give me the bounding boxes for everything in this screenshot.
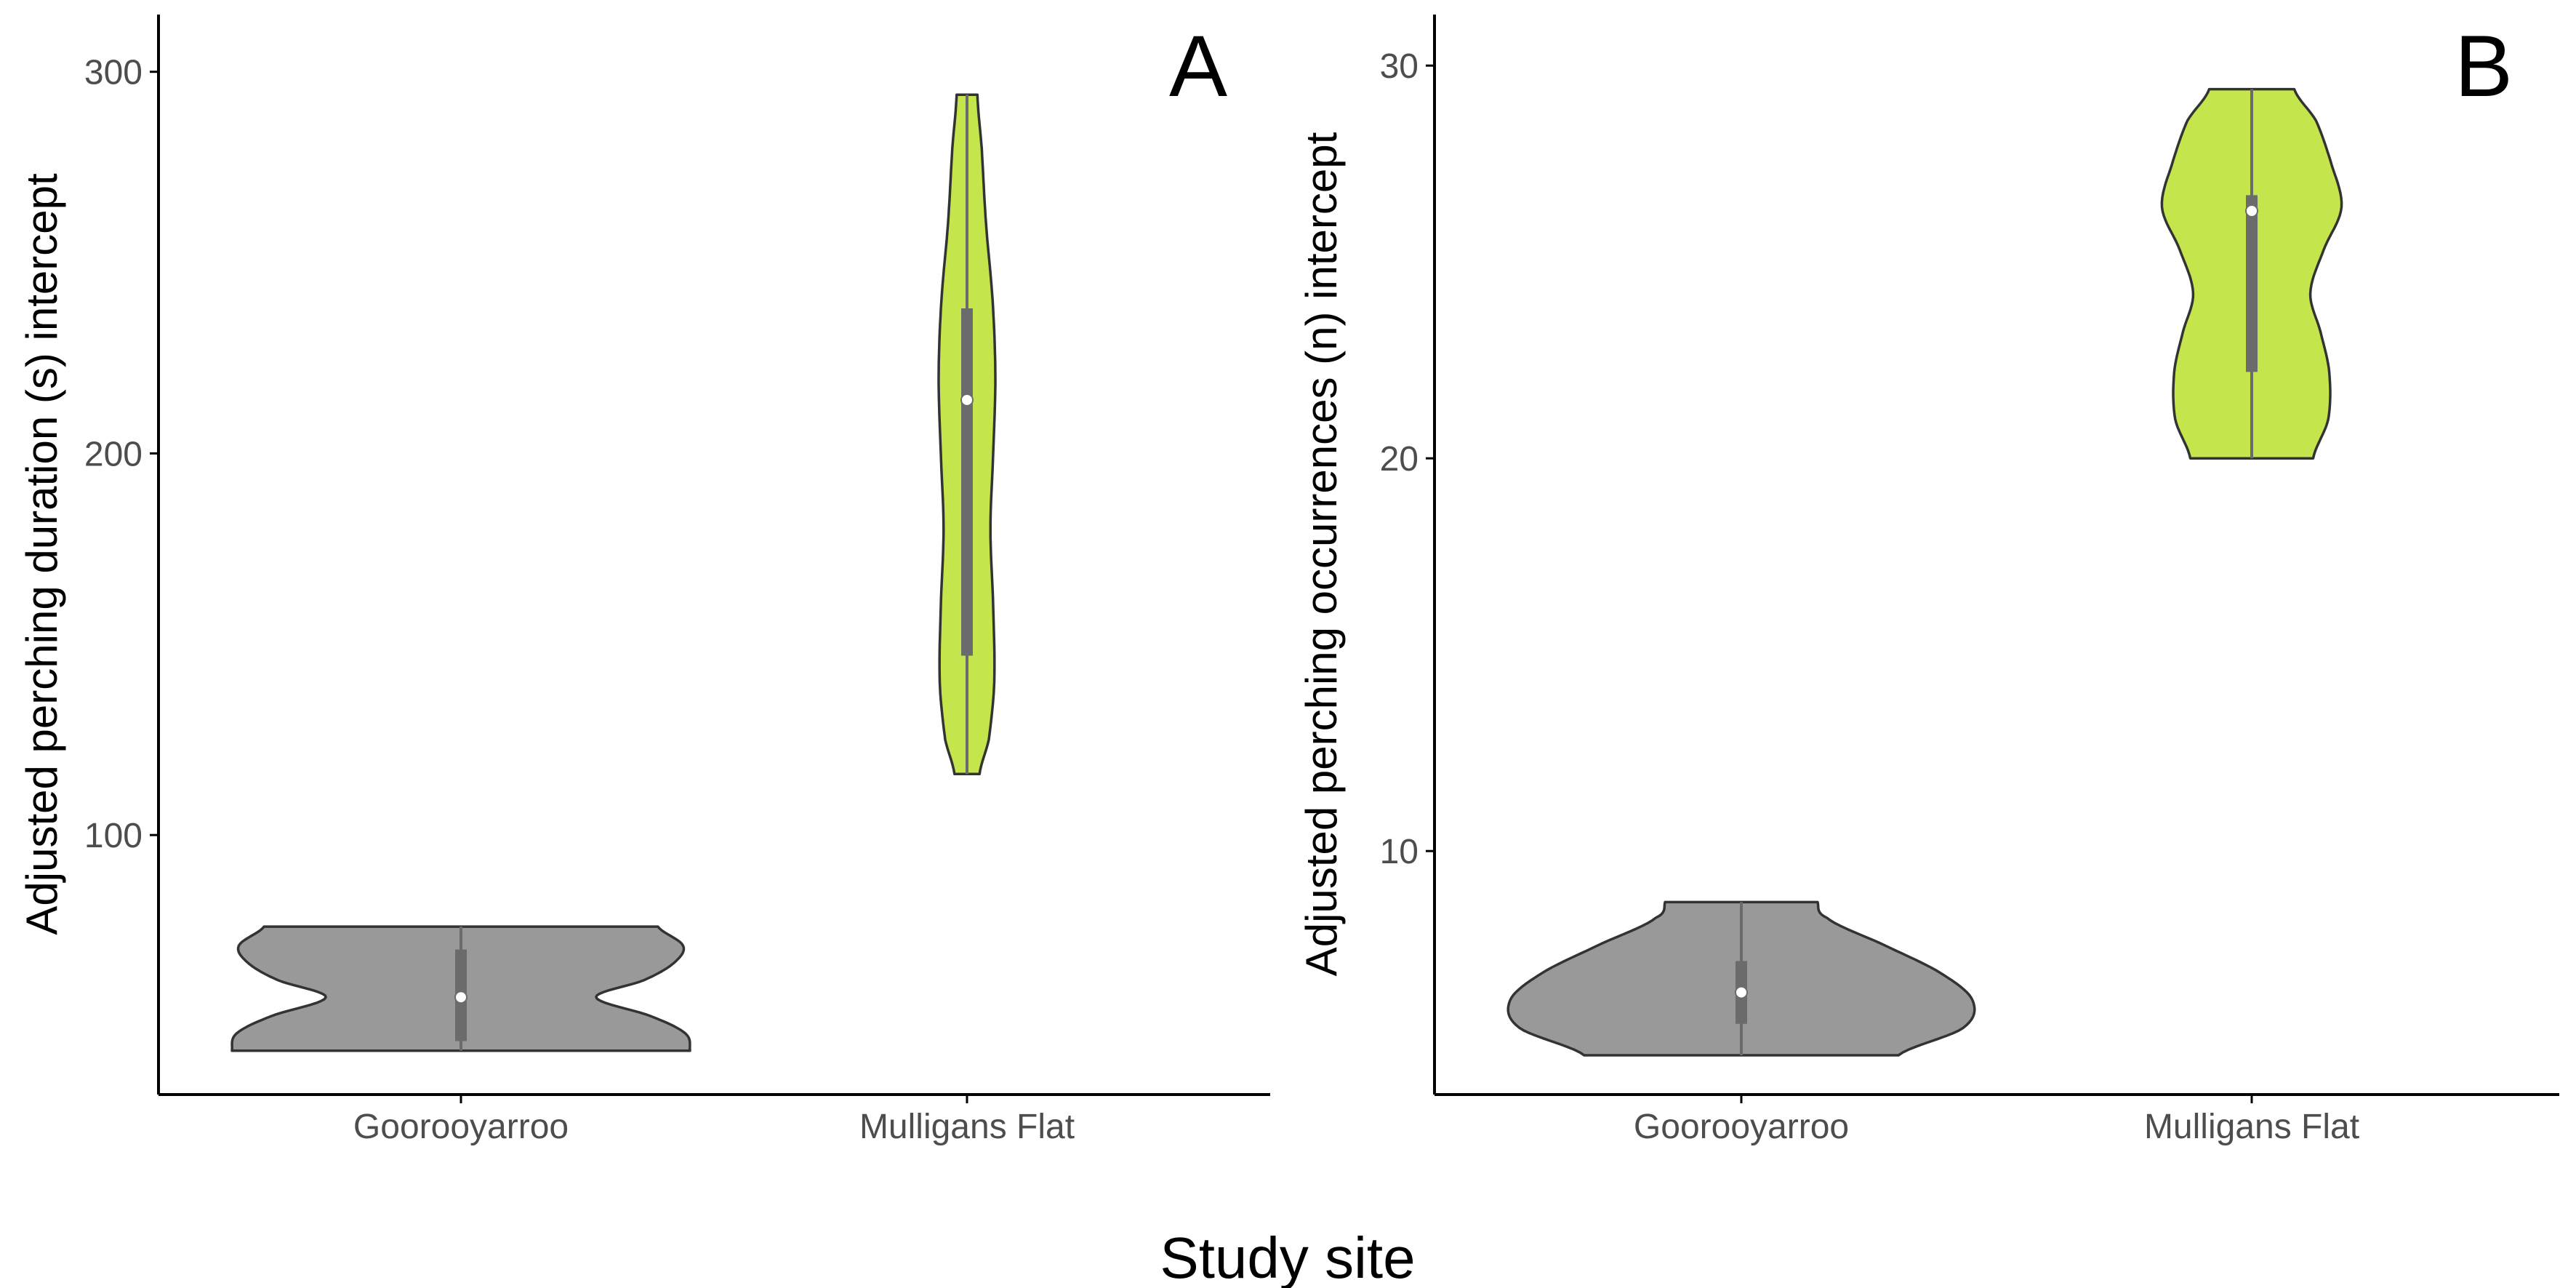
median-point-goorooyarroo <box>454 991 468 1004</box>
median-point-mulligans-flat <box>2245 204 2258 217</box>
iqr-box-mulligans-flat <box>961 308 973 656</box>
y-axis-title: Adjusted perching duration (s) intercept <box>17 173 66 935</box>
median-point-mulligans-flat <box>960 393 974 407</box>
y-tick-label: 20 <box>1380 440 1419 479</box>
panel-label: A <box>1169 17 1227 115</box>
x-tick-label: Goorooyarroo <box>1634 1108 1849 1146</box>
median-point-goorooyarroo <box>1735 985 1748 999</box>
y-tick-label: 300 <box>84 54 143 92</box>
y-tick-label: 100 <box>84 817 143 855</box>
y-axis-title: Adjusted perching occurrences (n) interc… <box>1297 132 1346 976</box>
panel-a: 100 200 300 Adjusted perching duration (s) … <box>17 15 1270 1146</box>
y-tick-label: 200 <box>84 435 143 473</box>
x-tick-label: Goorooyarroo <box>353 1108 569 1146</box>
panel-b: 10 20 30 Adjusted perching occurrences (n) … <box>1297 15 2559 1146</box>
y-tick-label: 10 <box>1380 833 1419 871</box>
x-tick-label: Mulligans Flat <box>2144 1108 2359 1146</box>
iqr-box-mulligans-flat <box>2246 195 2258 372</box>
y-tick-label: 30 <box>1380 47 1419 86</box>
x-tick-label: Mulligans Flat <box>859 1108 1075 1146</box>
x-axis-title: Study site <box>1160 1225 1415 1288</box>
panel-label: B <box>2455 17 2513 115</box>
